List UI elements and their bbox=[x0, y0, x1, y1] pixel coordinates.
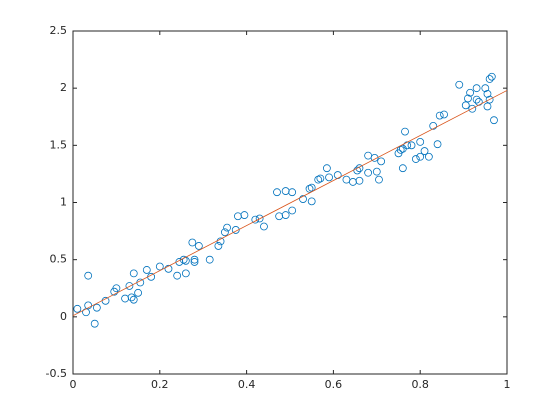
scatter-point bbox=[164, 264, 173, 273]
y-tick-label: 0.5 bbox=[50, 253, 68, 266]
scatter-point bbox=[90, 319, 99, 328]
scatter-point bbox=[375, 175, 383, 184]
scatter-point bbox=[84, 271, 93, 280]
scatter-point bbox=[433, 140, 442, 149]
scatter-point bbox=[355, 176, 364, 185]
scatter-point bbox=[485, 95, 494, 104]
scatter-point bbox=[364, 168, 373, 177]
scatter-point bbox=[355, 164, 364, 173]
scatter-point bbox=[398, 164, 407, 173]
scatter-point bbox=[372, 167, 381, 176]
scatter-point bbox=[325, 173, 333, 182]
y-tick-label: 2.5 bbox=[50, 24, 68, 37]
scatter-point bbox=[223, 223, 231, 232]
scatter-point bbox=[401, 127, 409, 136]
scatter-point bbox=[440, 110, 448, 119]
scatter-point bbox=[481, 84, 490, 93]
x-tick-label: 0.6 bbox=[325, 378, 343, 391]
scatter-point bbox=[416, 152, 425, 161]
scatter-point bbox=[273, 188, 281, 197]
x-tick-label: 1 bbox=[504, 378, 511, 391]
scatter-point bbox=[370, 154, 379, 162]
scatter-point bbox=[255, 214, 264, 223]
x-tick-label: 0 bbox=[70, 378, 77, 391]
scatter-point bbox=[112, 284, 121, 293]
x-tick-label: 0.4 bbox=[238, 378, 256, 391]
scatter-point bbox=[190, 258, 199, 266]
scatter-point bbox=[231, 226, 240, 234]
scatter-point bbox=[173, 271, 182, 280]
y-tick-label: 0 bbox=[60, 310, 67, 323]
scatter-point bbox=[155, 262, 164, 271]
scatter-point bbox=[142, 266, 151, 274]
scatter-point bbox=[240, 211, 249, 219]
scatter-point bbox=[322, 164, 331, 173]
scatter-point bbox=[424, 152, 433, 161]
scatter-point bbox=[353, 166, 362, 175]
scatter-point bbox=[472, 84, 481, 93]
scatter-point bbox=[483, 89, 492, 98]
scatter-point bbox=[260, 222, 268, 231]
scatter-point bbox=[435, 111, 444, 120]
scatter-point bbox=[490, 116, 498, 125]
scatter-point bbox=[188, 238, 197, 247]
scatter-point bbox=[84, 301, 93, 310]
scatter-point bbox=[483, 102, 492, 111]
scatter-point bbox=[466, 88, 475, 97]
scatter-point bbox=[377, 157, 386, 166]
scatter-point bbox=[129, 295, 138, 304]
scatter-point bbox=[92, 303, 101, 312]
y-tick-label: -0.5 bbox=[46, 367, 67, 380]
scatter-point bbox=[314, 175, 323, 184]
scatter-point bbox=[461, 101, 470, 110]
scatter-point bbox=[420, 147, 429, 155]
scatter-point bbox=[220, 228, 229, 237]
scatter-point bbox=[299, 195, 307, 203]
scatter-point bbox=[464, 94, 472, 103]
scatter-point bbox=[214, 242, 223, 250]
fit-line bbox=[72, 90, 508, 317]
scatter-point bbox=[487, 72, 496, 81]
scatter-point bbox=[288, 206, 297, 215]
scatter-point bbox=[190, 255, 199, 264]
y-tick-label: 2 bbox=[60, 81, 67, 94]
axes-box bbox=[72, 30, 508, 375]
scatter-point bbox=[181, 269, 190, 278]
scatter-point bbox=[472, 95, 481, 104]
scatter-point bbox=[127, 293, 136, 302]
scatter-point bbox=[205, 255, 214, 264]
scatter-point bbox=[468, 104, 477, 113]
scatter-point bbox=[129, 269, 138, 278]
y-tick-label: 1.5 bbox=[50, 138, 68, 151]
scatter-point bbox=[396, 146, 405, 154]
scatter-point bbox=[407, 141, 416, 150]
scatter-point bbox=[288, 188, 297, 197]
scatter-point bbox=[455, 80, 464, 89]
scatter-point bbox=[305, 184, 314, 193]
x-tick-label: 0.2 bbox=[151, 378, 169, 391]
scatter-point bbox=[134, 288, 143, 297]
scatter-point bbox=[194, 242, 203, 250]
scatter-point bbox=[416, 138, 425, 146]
scatter-point bbox=[429, 121, 438, 130]
scatter-point bbox=[307, 183, 316, 192]
scatter-point bbox=[485, 75, 494, 83]
scatter-point bbox=[73, 304, 82, 313]
x-tick-label: 0.8 bbox=[411, 378, 429, 391]
y-tick-label: 1 bbox=[60, 196, 67, 209]
scatter-point bbox=[307, 197, 316, 206]
scatter-point bbox=[125, 282, 134, 290]
scatter-point bbox=[411, 155, 420, 163]
scatter-point bbox=[316, 174, 325, 183]
scatter-point bbox=[281, 211, 290, 219]
